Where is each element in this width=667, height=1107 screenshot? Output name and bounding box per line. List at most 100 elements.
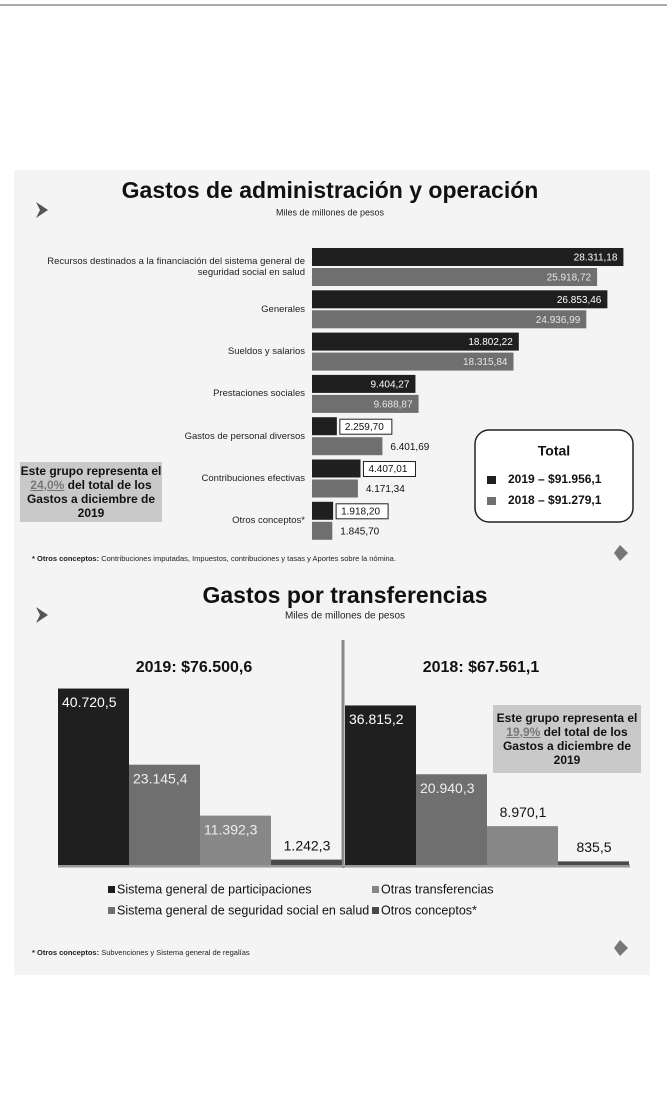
legend-swatch (487, 476, 496, 484)
data-label: 4.407,01 (368, 464, 407, 475)
data-label: 11.392,3 (204, 821, 258, 837)
data-label: 40.720,5 (62, 694, 117, 710)
bar (312, 437, 383, 456)
text-block: Generales (261, 303, 305, 315)
text-block: Este grupo representa el 24,0% del total… (20, 462, 162, 522)
callout-text: Este grupo representa el 24,0% del total… (20, 462, 162, 522)
callout-highlight: 19,9% (506, 725, 541, 739)
legend-label: Sistema general de participaciones (117, 882, 312, 896)
logo (614, 940, 628, 956)
arrow-icon (36, 202, 48, 218)
legend-label: 2019 – $91.956,1 (508, 472, 602, 486)
legend-label: Sistema general de seguridad social en s… (117, 903, 369, 917)
data-label: 1.845,70 (340, 526, 379, 537)
callout-line: Este grupo representa el 19,9% del total… (493, 711, 641, 767)
category-label: Generales (261, 303, 305, 315)
panel-title: 2018: $67.561,1 (423, 659, 540, 676)
data-label: 23.145,4 (133, 770, 188, 786)
text-block: Contribuciones efectivas (201, 473, 306, 484)
chart-subtitle: Miles de millones de pesos (276, 207, 385, 217)
text-block: Otros conceptos* (232, 515, 305, 527)
bar (200, 815, 271, 865)
data-label: 18.802,22 (468, 337, 513, 348)
bar (312, 394, 419, 413)
bar (312, 352, 514, 371)
callout-before: Este grupo representa el (496, 711, 638, 725)
footnote-label: * Otros conceptos: (32, 948, 100, 957)
bar (312, 459, 361, 478)
panel-title: 2019: $76.500,6 (136, 659, 253, 676)
arrow-icon (36, 607, 48, 623)
text-block: Recursos destinados a la financiación de… (47, 256, 305, 278)
data-label: 9.688,87 (374, 400, 413, 411)
callout-highlight: 24,0% (30, 478, 65, 492)
data-label: 18.315,84 (463, 357, 508, 368)
data-label: 25.918,72 (547, 273, 592, 284)
category-label: Sueldos y salarios (227, 346, 305, 358)
text-block: * Otros conceptos: Subvenciones y Sistem… (32, 948, 632, 957)
chart-title: Gastos de administración y operación (122, 177, 539, 203)
callout-box (20, 462, 162, 522)
legend-swatch (108, 907, 115, 914)
legend-title: Total (538, 443, 570, 459)
bar (487, 826, 558, 865)
data-label: 20.940,3 (420, 780, 475, 796)
label-box (339, 418, 393, 435)
callout-line: Este grupo representa el 24,0% del total… (20, 464, 162, 520)
bar (312, 332, 519, 351)
category-label: Prestaciones sociales (213, 388, 305, 400)
data-label: 1.918,20 (341, 506, 380, 517)
footnote: * Otros conceptos: Subvenciones y Sistem… (32, 948, 632, 957)
bar (312, 417, 337, 436)
legend-box (474, 429, 634, 523)
footnote-text: Contribuciones imputadas, Impuestos, con… (101, 554, 396, 563)
footnote-text: Subvenciones y Sistema general de regalí… (101, 948, 250, 957)
footnote-label: * Otros conceptos: (32, 554, 100, 563)
legend-label: 2018 – $91.279,1 (508, 493, 602, 507)
legend-swatch (108, 886, 115, 893)
data-label: 6.401,69 (390, 442, 429, 453)
bar (312, 290, 608, 309)
text-block: Sueldos y salarios (227, 346, 305, 358)
legend-swatch (487, 497, 496, 505)
bar (312, 310, 587, 329)
label-box (362, 461, 416, 477)
footnote: * Otros conceptos: Contribuciones imputa… (32, 554, 632, 563)
chart-subtitle: Miles de millones de pesos (285, 611, 405, 622)
bar (58, 688, 129, 865)
data-label: 26.853,46 (557, 295, 602, 306)
data-label: 4.171,34 (366, 484, 405, 495)
category-label: Otros conceptos* (232, 515, 305, 527)
bar (312, 479, 358, 498)
category-label: Recursos destinados a la financiación de… (47, 256, 305, 278)
bar (312, 268, 598, 286)
data-label: 24.936,99 (536, 315, 581, 326)
bar (312, 521, 333, 540)
text-block: Prestaciones sociales (213, 388, 305, 400)
bar (312, 501, 334, 520)
data-label: 1.242,3 (284, 837, 331, 853)
legend-label: Otras transferencias (381, 882, 494, 896)
data-label: 8.970,1 (500, 804, 547, 820)
data-label: 36.815,2 (349, 711, 404, 727)
data-label: 28.311,18 (574, 253, 618, 264)
chart-title: Gastos por transferencias (202, 582, 487, 608)
bar (312, 248, 624, 266)
data-label: 9.404,27 (371, 380, 410, 391)
label-box (335, 503, 389, 520)
callout-after: del total de los Gastos a diciembre de 2… (26, 478, 156, 520)
callout-box (493, 705, 641, 773)
bar (312, 374, 416, 393)
logo (614, 545, 628, 561)
text-block: * Otros conceptos: Contribuciones imputa… (32, 554, 632, 563)
data-label: 835,5 (576, 839, 611, 855)
callout-before: Este grupo representa el (20, 464, 162, 478)
bar (345, 705, 416, 865)
bar (271, 859, 342, 865)
legend-swatch (372, 907, 379, 914)
text-block: Gastos de personal diversos (184, 430, 305, 442)
category-label: Contribuciones efectivas (201, 473, 306, 484)
category-label: Gastos de personal diversos (184, 430, 305, 442)
bar (416, 774, 487, 865)
